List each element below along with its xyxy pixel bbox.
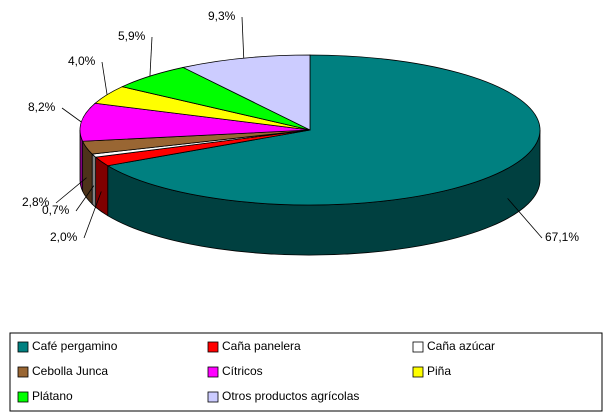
leader-line: [101, 61, 108, 95]
slice-top: [181, 54, 311, 131]
legend-label: Piña: [427, 364, 451, 378]
leader-line: [75, 185, 95, 212]
legend-label: Caña azúcar: [427, 339, 495, 353]
data-label: 67,1%: [545, 230, 579, 244]
data-label: 4,0%: [68, 54, 96, 68]
legend-swatch: [17, 366, 29, 378]
legend-swatch: [207, 391, 219, 403]
legend-label: Cítricos: [222, 364, 263, 378]
slice: [181, 54, 311, 131]
legend-swatch: [207, 341, 219, 353]
legend-label: Cebolla Junca: [32, 364, 108, 378]
leader-line: [55, 177, 87, 204]
legend-swatch: [17, 391, 29, 403]
legend-swatch: [207, 366, 219, 378]
legend-label: Otros productos agrícolas: [222, 389, 359, 403]
slice: [81, 129, 311, 206]
data-label: 2,0%: [50, 230, 78, 244]
legend-label: Café pergamino: [32, 339, 118, 353]
leader-line: [83, 191, 102, 239]
legend-swatch: [412, 341, 424, 353]
legend-box: [9, 332, 603, 412]
legend-label: Caña panelera: [222, 339, 301, 353]
data-label: 2,8%: [22, 195, 50, 209]
slice-top: [106, 54, 541, 206]
leader-line: [61, 107, 82, 123]
legend-label: Plátano: [32, 389, 73, 403]
data-label: 0,7%: [42, 203, 70, 217]
leader-line: [149, 36, 153, 77]
slice-side: [95, 156, 109, 217]
data-label: 5,9%: [118, 29, 146, 43]
legend-swatch: [17, 341, 29, 353]
leader-line: [507, 198, 543, 239]
legend-swatch: [412, 366, 424, 378]
data-label: 9,3%: [208, 9, 236, 23]
leader-line: [241, 16, 245, 59]
pie: [79, 54, 541, 256]
data-label: 8,2%: [28, 100, 56, 114]
slice-side: [91, 153, 97, 209]
